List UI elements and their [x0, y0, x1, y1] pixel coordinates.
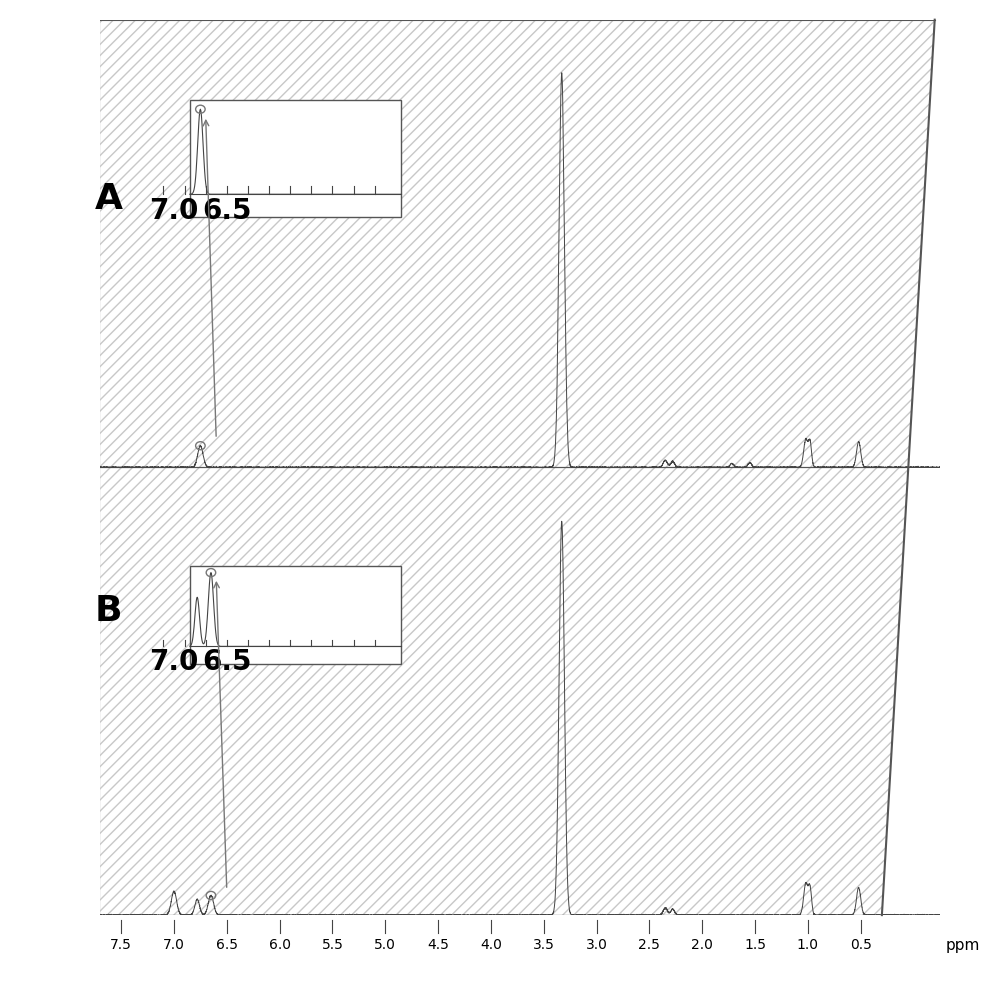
Text: 3.0: 3.0 [586, 938, 608, 952]
Bar [190, 566, 401, 664]
Text: 7.5: 7.5 [110, 938, 132, 952]
Text: ppm: ppm [945, 938, 980, 953]
Text: 4.5: 4.5 [427, 938, 449, 952]
Text: 7.0: 7.0 [149, 197, 199, 224]
Text: 6.5: 6.5 [202, 197, 252, 224]
Text: 5.5: 5.5 [322, 938, 343, 952]
Text: 7.0: 7.0 [149, 648, 199, 676]
Text: 5.0: 5.0 [374, 938, 396, 952]
Text: A: A [94, 182, 122, 215]
Text: 2.5: 2.5 [638, 938, 660, 952]
Bar [190, 100, 401, 216]
Text: 7.0: 7.0 [163, 938, 185, 952]
Text: 4.0: 4.0 [480, 938, 502, 952]
Text: 1.0: 1.0 [797, 938, 819, 952]
Polygon shape [100, 20, 935, 467]
Text: 6.0: 6.0 [269, 938, 291, 952]
Text: 2.0: 2.0 [691, 938, 713, 952]
Text: B: B [95, 593, 122, 628]
Text: 6.5: 6.5 [202, 648, 252, 676]
Polygon shape [100, 467, 908, 915]
Text: 1.5: 1.5 [744, 938, 766, 952]
Text: 3.5: 3.5 [533, 938, 555, 952]
Text: 6.5: 6.5 [216, 938, 238, 952]
Text: 0.5: 0.5 [850, 938, 872, 952]
